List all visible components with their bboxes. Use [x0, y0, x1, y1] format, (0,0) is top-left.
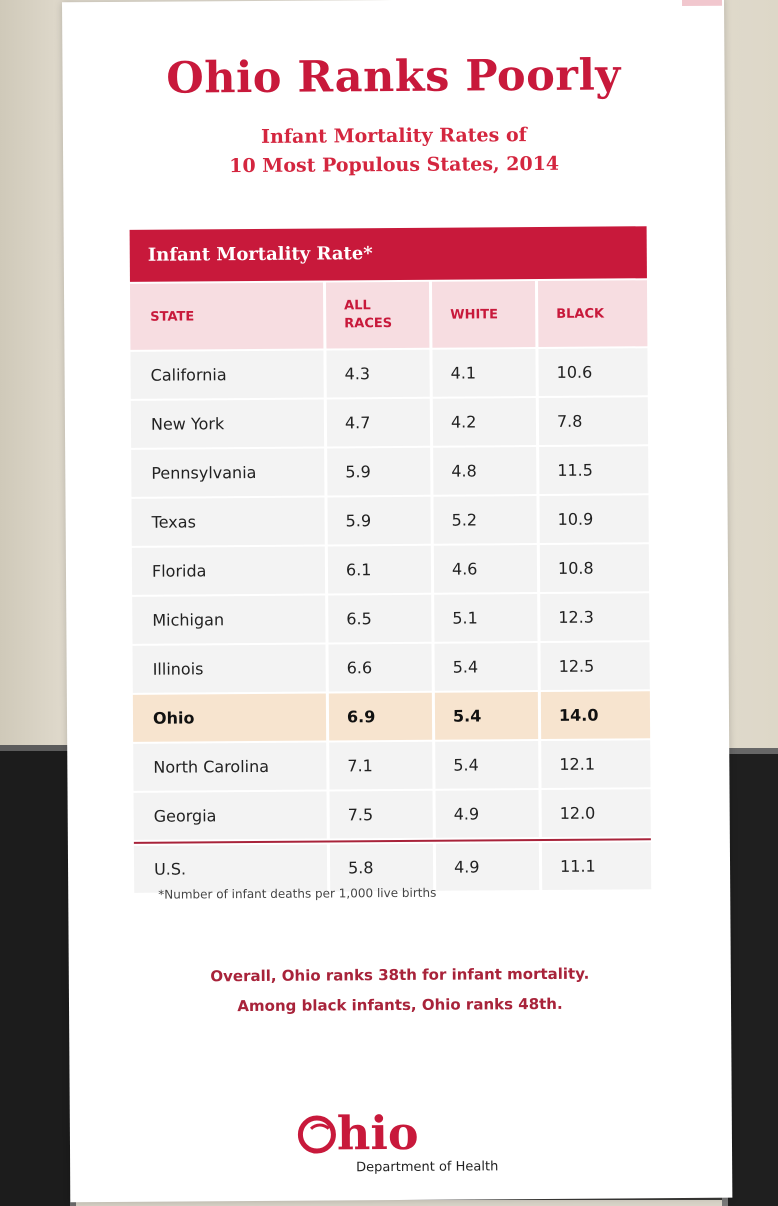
all-races-cell: 6.1	[327, 545, 432, 594]
black-cell: 12.0	[541, 789, 651, 837]
banner-subtitle: Infant Mortality Rates of 10 Most Populo…	[63, 120, 725, 183]
logo-word: hio	[336, 1105, 419, 1161]
summary-line-1: Overall, Ohio ranks 38th for infant mort…	[210, 964, 590, 986]
mortality-table: Infant Mortality Rate* STATE ALL RACES W…	[129, 226, 652, 895]
subtitle-line-1: Infant Mortality Rates of	[261, 124, 527, 148]
banner-stand: Ohio Ranks Poorly Infant Mortality Rates…	[62, 0, 733, 1203]
table-row: Texas 5.9 5.2 10.9	[131, 495, 649, 546]
logo-wordmark: hio	[297, 1105, 419, 1161]
column-header-black: BLACK	[537, 280, 648, 347]
footnote: *Number of infant deaths per 1,000 live …	[158, 885, 437, 902]
summary: Overall, Ohio ranks 38th for infant mort…	[69, 958, 731, 1023]
table-row: New York 4.7 4.2 7.8	[130, 397, 649, 448]
logo-o-icon	[297, 1115, 337, 1154]
white-cell: 4.9	[435, 843, 540, 891]
summary-line-2: Among black infants, Ohio ranks 48th.	[237, 994, 563, 1016]
column-header-state: STATE	[129, 282, 324, 350]
state-cell: U.S.	[133, 844, 328, 893]
table-row: Georgia 7.5 4.9 12.0	[133, 789, 651, 840]
table-row: Florida 6.1 4.6 10.8	[131, 544, 650, 595]
all-races-cell: 5.8	[329, 843, 434, 892]
column-header-all-races: ALL RACES	[325, 281, 430, 349]
white-cell: 5.2	[433, 496, 537, 544]
table-row: Ohio 6.9 5.4 14.0	[132, 691, 651, 742]
state-cell: New York	[130, 399, 325, 448]
state-cell: Florida	[131, 546, 326, 595]
state-cell: Ohio	[132, 693, 327, 742]
column-header-white: WHITE	[431, 281, 536, 348]
table-row: North Carolina 7.1 5.4 12.1	[133, 740, 651, 791]
white-cell: 4.6	[433, 545, 538, 593]
state-cell: North Carolina	[133, 742, 327, 791]
state-cell: Texas	[131, 497, 325, 546]
table-row: Illinois 6.6 5.4 12.5	[132, 642, 650, 693]
ohio-logo: hio Department of Health	[297, 1105, 519, 1189]
white-cell: 4.1	[432, 349, 536, 397]
state-cell: California	[130, 350, 324, 399]
black-cell: 12.3	[540, 593, 650, 641]
all-races-cell: 7.5	[329, 790, 433, 839]
table-row: California 4.3 4.1 10.6	[130, 348, 648, 399]
table-body: California 4.3 4.1 10.6 New York 4.7 4.2 7.8 Pen…	[130, 348, 652, 893]
black-cell: 11.1	[541, 842, 652, 890]
state-cell: Michigan	[132, 595, 326, 644]
white-cell: 5.4	[434, 643, 538, 691]
white-cell: 4.2	[432, 398, 537, 446]
table-row: U.S. 5.8 4.9 11.1	[133, 838, 652, 893]
white-cell: 5.4	[435, 741, 539, 789]
black-cell: 10.8	[539, 544, 650, 592]
top-mark	[681, 0, 723, 6]
white-cell: 4.9	[435, 790, 539, 838]
white-cell: 4.8	[433, 447, 537, 495]
banner-title: Ohio Ranks Poorly	[166, 50, 621, 104]
black-cell: 14.0	[540, 691, 651, 739]
black-cell: 12.1	[541, 740, 651, 788]
table-row: Michigan 6.5 5.1 12.3	[132, 593, 650, 644]
subtitle-line-2: 10 Most Populous States, 2014	[229, 152, 560, 178]
all-races-cell: 6.6	[328, 643, 432, 692]
all-races-cell: 4.7	[326, 398, 431, 447]
all-races-cell: 7.1	[329, 741, 433, 790]
white-cell: 5.1	[434, 594, 538, 642]
table-header: Infant Mortality Rate*	[129, 226, 647, 282]
state-cell: Pennsylvania	[131, 448, 325, 497]
all-races-cell: 4.3	[326, 349, 430, 398]
all-races-cell: 6.5	[328, 594, 432, 643]
white-cell: 5.4	[434, 692, 539, 740]
logo-department: Department of Health	[356, 1159, 499, 1176]
all-races-cell: 5.9	[327, 447, 431, 496]
all-races-cell: 6.9	[328, 692, 433, 741]
all-races-cell: 5.9	[327, 496, 431, 545]
black-cell: 11.5	[539, 446, 649, 494]
state-cell: Illinois	[132, 644, 326, 693]
black-cell: 10.9	[539, 495, 649, 543]
black-cell: 7.8	[538, 397, 649, 445]
black-cell: 12.5	[540, 642, 650, 690]
chair-left	[0, 745, 76, 1206]
column-header-row: STATE ALL RACES WHITE BLACK	[129, 280, 648, 350]
table-row: Pennsylvania 5.9 4.8 11.5	[131, 446, 649, 497]
state-cell: Georgia	[133, 791, 327, 840]
black-cell: 10.6	[538, 348, 648, 396]
